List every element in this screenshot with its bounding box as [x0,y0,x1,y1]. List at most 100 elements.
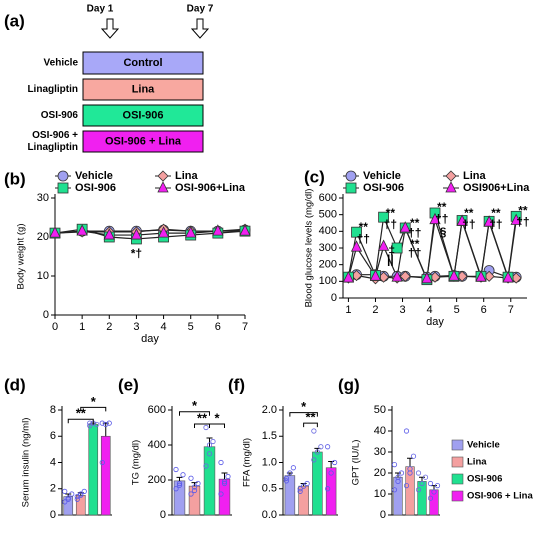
marker [378,211,389,223]
y-tick-label: 20 [37,231,49,243]
box-label: OSI-906 + Lina [105,135,182,147]
data-point [206,451,213,457]
data-point [218,459,224,466]
data-point [283,475,289,481]
group-box [82,130,204,153]
legend-label: OSI-906 [75,182,116,194]
marker [502,271,514,283]
data-point [311,428,317,434]
data-point [221,480,228,487]
error-bar [407,457,413,467]
annotation: ** [491,206,501,220]
y-tick-label: 0 [50,509,56,521]
legend-label: Vehicle [75,170,113,182]
y-tick-label: 200 [148,474,166,486]
y-tick-label: 6 [50,430,56,442]
annotation: § [440,225,447,239]
marker [399,270,411,282]
x-tick-label: 0 [52,321,58,333]
significance: ** [197,410,208,425]
annotation: || [387,253,394,267]
bar [298,485,309,516]
y-tick-label: 0.0 [262,509,277,521]
x-axis-label: day [141,333,159,345]
marker [351,226,362,238]
marker [342,271,355,283]
y-tick-label: 0 [380,509,386,521]
marker [456,214,468,226]
group-box [82,51,204,75]
data-point [195,480,201,487]
data-point [221,479,228,485]
y-tick-label: 500 [319,209,337,221]
data-point [283,478,289,484]
y-tick-label: 0 [43,309,49,321]
bar [100,435,111,516]
data-point [328,470,334,476]
day-label: Day 7 [187,4,214,15]
bar [218,478,231,516]
legend-label: Vehicle [467,440,500,451]
data-point [419,480,425,487]
data-point [225,473,231,480]
legend-swatch [451,490,464,502]
data-point [74,494,80,500]
y-tick-label: 4 [50,456,56,468]
annotation: ‡ [388,244,395,258]
row-label: Linagliptin [27,84,78,95]
marker [445,170,457,182]
data-point [103,421,109,428]
legend-swatch [451,439,464,451]
annotation: ** [386,206,396,220]
data-point [415,470,422,476]
data-point [427,495,434,501]
panel-label: (b) [4,169,26,188]
marker [130,228,143,240]
data-point [173,466,179,473]
data-point [188,475,194,481]
data-point [65,496,71,502]
panel-label: (f) [228,375,245,394]
data-point [203,424,209,431]
y-axis-label: TG (mg/dl) [131,440,142,485]
data-point [94,421,100,428]
data-point [180,472,186,478]
box-label: OSI-906 [123,109,164,121]
arrow [190,18,210,39]
significance: ** [76,406,87,421]
data-point [81,488,87,494]
y-tick-label: 1.0 [262,456,277,468]
data-point [301,483,307,489]
annotation: †† [516,215,529,229]
marker [157,181,169,193]
x-tick-label: 3 [133,321,139,333]
data-point [87,420,93,426]
panel-label: (c) [304,167,325,186]
marker [391,270,403,282]
data-point [434,482,441,489]
marker [510,213,522,225]
legend-label: OSI906+Lina [463,182,530,194]
marker [345,170,357,182]
annotation: †† [408,226,421,240]
data-point [304,480,310,487]
marker [212,224,224,236]
marker [350,240,363,252]
bar [88,424,99,516]
annotation: †† [489,218,502,232]
row-label: Vehicle [44,58,79,69]
data-point [106,420,112,426]
bar [284,475,296,516]
legend-label: Lina [175,170,198,182]
data-point [99,459,105,466]
marker [76,224,88,236]
bar [405,466,415,516]
y-tick-label: 200 [319,259,337,271]
marker [377,239,390,251]
x-tick-label: 6 [481,304,487,316]
y-tick-label: 30 [374,446,386,458]
y-tick-label: 8 [50,404,56,416]
marker [391,242,403,254]
annotation: ** [518,204,528,218]
